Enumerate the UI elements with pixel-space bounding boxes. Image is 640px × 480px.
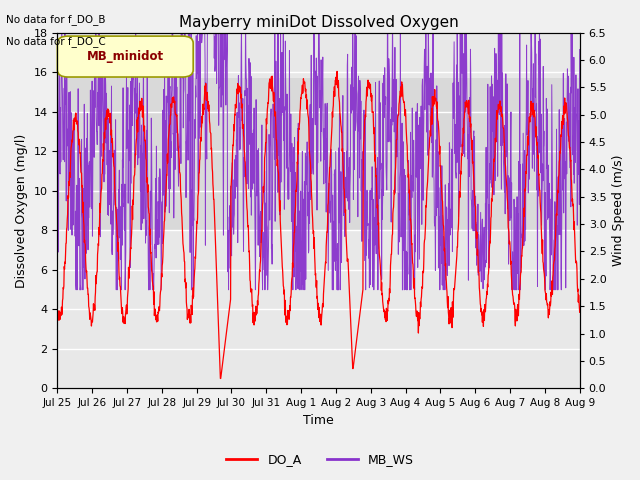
X-axis label: Time: Time [303,414,334,427]
Text: No data for f_DO_B: No data for f_DO_B [6,14,106,25]
Text: No data for f_DO_C: No data for f_DO_C [6,36,106,47]
Legend: DO_A, MB_WS: DO_A, MB_WS [221,448,419,471]
Y-axis label: Dissolved Oxygen (mg/l): Dissolved Oxygen (mg/l) [15,133,28,288]
FancyBboxPatch shape [58,36,193,77]
Title: Mayberry miniDot Dissolved Oxygen: Mayberry miniDot Dissolved Oxygen [179,15,458,30]
Text: MB_minidot: MB_minidot [87,50,164,63]
Bar [58,78,580,230]
Y-axis label: Wind Speed (m/s): Wind Speed (m/s) [612,155,625,266]
